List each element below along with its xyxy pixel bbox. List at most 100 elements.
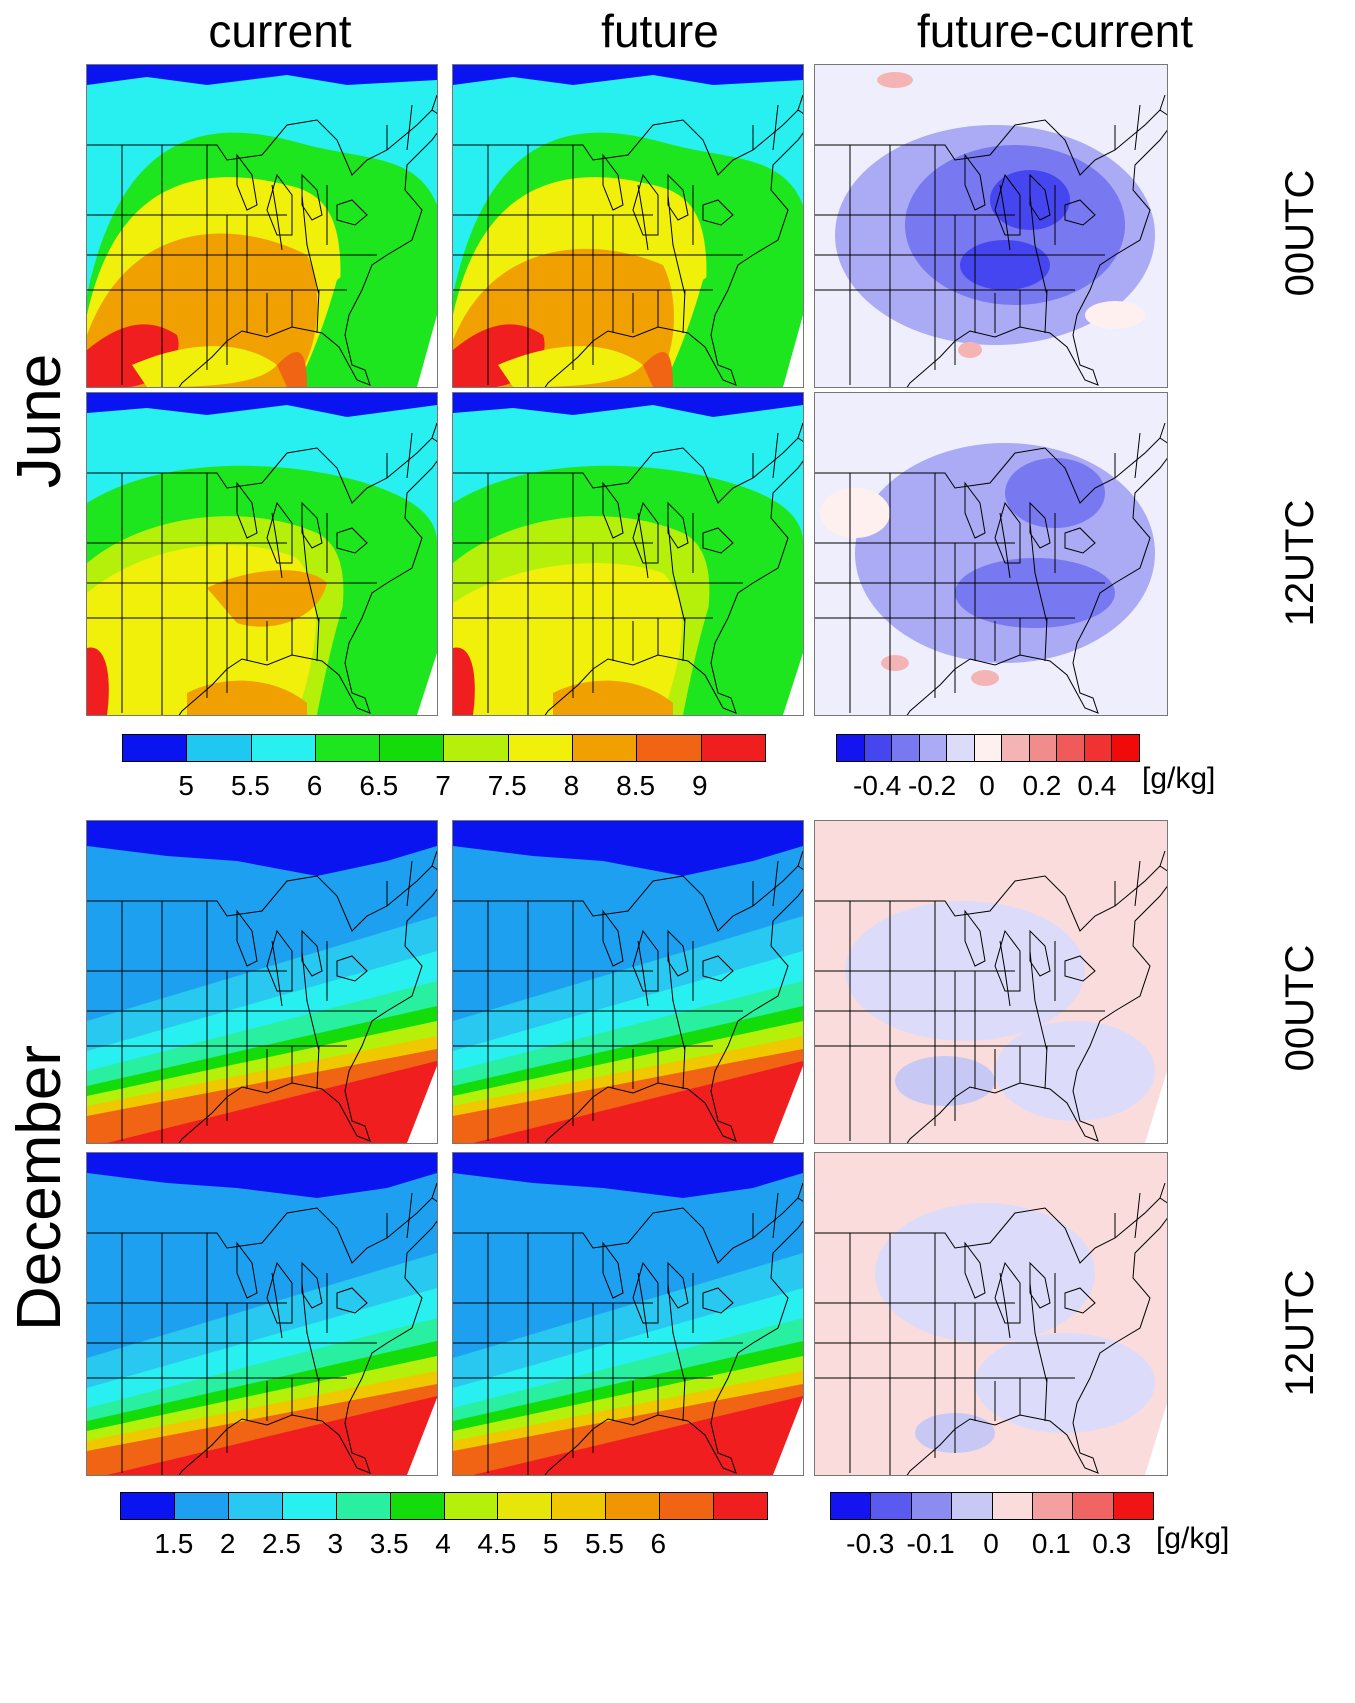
dec_colorbar-swatch <box>444 1493 499 1519</box>
map-december-12utc-current-svg <box>87 1153 437 1475</box>
june_colorbar-swatch <box>251 735 316 761</box>
june_diff_colorbar-swatch <box>1029 735 1058 761</box>
label-june-12utc: 12UTC <box>1278 499 1322 627</box>
dec_colorbar-tick-label: 3.5 <box>369 1528 409 1559</box>
june_colorbar-swatch <box>637 735 702 761</box>
june_colorbar-tick-label: 9 <box>692 770 708 801</box>
dec_diff_colorbar-tick-label: -0.1 <box>906 1528 955 1559</box>
dec_colorbar-tick-label: 5.5 <box>585 1528 624 1559</box>
june_diff_colorbar-tick-label: 0 <box>979 770 995 801</box>
map-december-00utc-current <box>86 820 438 1144</box>
dec_colorbar-swatch <box>282 1493 337 1519</box>
column-title-future-current: future-current <box>916 5 1194 57</box>
dec_diff_colorbar-tick-label: 0.1 <box>1031 1528 1071 1559</box>
dec_colorbar-swatch <box>121 1493 175 1519</box>
map-december-12utc-difference-svg <box>815 1153 1167 1475</box>
dec_diff_colorbar-swatch <box>992 1493 1033 1519</box>
june_colorbar-tick-label: 7 <box>435 770 451 801</box>
map-june-00utc-current-svg <box>87 65 437 387</box>
map-june-12utc-difference-svg <box>815 393 1167 715</box>
map-june-00utc-difference-svg <box>815 65 1167 387</box>
dec_colorbar-tick-label: 2.5 <box>262 1528 301 1559</box>
dec_diff_colorbar-swatch <box>1032 1493 1074 1519</box>
map-december-00utc-future <box>452 820 804 1144</box>
dec_diff_colorbar-swatch <box>1113 1493 1153 1519</box>
map-december-12utc-difference <box>814 1152 1168 1476</box>
dec_colorbar-tick-label: 4.5 <box>477 1528 517 1559</box>
colorbar-december-difference <box>830 1492 1154 1520</box>
june_colorbar-swatch <box>573 735 638 761</box>
map-december-00utc-future-svg <box>453 821 803 1143</box>
map-june-12utc-future <box>452 392 804 716</box>
june_diff_colorbar-swatch <box>837 735 865 761</box>
june_diff_colorbar-swatch <box>1002 735 1030 761</box>
row-title-december: December <box>5 1045 74 1331</box>
map-june-00utc-future-svg <box>453 65 803 387</box>
june_colorbar-tick-label: 5.5 <box>230 770 270 801</box>
colorbar-june-difference <box>836 734 1140 762</box>
label-december-12utc: 12UTC <box>1278 1269 1322 1397</box>
june_colorbar-tick-label: 6 <box>306 770 323 801</box>
june_colorbar-swatch <box>123 735 188 761</box>
june_colorbar-swatch <box>315 735 381 761</box>
dec_diff_colorbar-swatch <box>831 1493 872 1519</box>
dec_colorbar-tick-label: 1.5 <box>154 1528 194 1559</box>
label-june-00utc: 00UTC <box>1278 169 1322 297</box>
dec_colorbar-swatch <box>660 1493 715 1519</box>
june_diff_colorbar-tick-label: -0.2 <box>907 770 957 801</box>
map-june-12utc-future-svg <box>453 393 803 715</box>
dec_colorbar-tick-label: 3 <box>327 1528 344 1559</box>
colorbar-december-mixing-ratio <box>120 1492 768 1520</box>
dec_diff_colorbar-tick-label: 0.3 <box>1092 1528 1132 1559</box>
dec_diff_colorbar-tick-label: -0.3 <box>846 1528 895 1559</box>
dec_diff_colorbar-swatch <box>952 1493 993 1519</box>
map-december-00utc-difference <box>814 820 1168 1144</box>
column-title-future: future <box>601 5 719 57</box>
dec_colorbar-swatch <box>552 1493 607 1519</box>
june_colorbar-tick-label: 7.5 <box>487 770 527 801</box>
june_diff_colorbar-swatch <box>1112 735 1140 761</box>
june_colorbar-tick-label: 5 <box>178 770 194 801</box>
map-june-00utc-difference <box>814 64 1168 388</box>
june_diff_colorbar-tick-label: -0.4 <box>853 770 902 801</box>
june_diff_colorbar-swatch <box>919 735 948 761</box>
dec_diff_colorbar-tick-label: 0 <box>983 1528 999 1559</box>
june_colorbar-swatch <box>444 735 509 761</box>
dec_colorbar-tick-label: 6 <box>650 1528 667 1559</box>
june_diff_colorbar-swatch <box>1084 735 1113 761</box>
dec_colorbar-swatch <box>714 1493 768 1519</box>
june_diff_colorbar-swatch <box>947 735 975 761</box>
june_colorbar-tick-label: 8.5 <box>616 770 656 801</box>
colorbar-june-unit: [g/kg] <box>1142 762 1216 795</box>
dec_colorbar-swatch <box>336 1493 391 1519</box>
june_colorbar-swatch <box>380 735 445 761</box>
june_diff_colorbar-swatch <box>1057 735 1085 761</box>
june_diff_colorbar-tick-label: 0.4 <box>1077 770 1117 801</box>
map-june-12utc-difference <box>814 392 1168 716</box>
map-december-00utc-current-svg <box>87 821 437 1143</box>
map-june-12utc-current <box>86 392 438 716</box>
june_colorbar-swatch <box>187 735 252 761</box>
colorbar-december-unit: [g/kg] <box>1156 1522 1230 1555</box>
dec_colorbar-swatch <box>390 1493 445 1519</box>
map-december-12utc-future-svg <box>453 1153 803 1475</box>
map-december-12utc-future <box>452 1152 804 1476</box>
june_diff_colorbar-swatch <box>864 735 893 761</box>
june_diff_colorbar-swatch <box>974 735 1003 761</box>
column-title-current: current <box>208 5 352 57</box>
dec_colorbar-swatch <box>498 1493 553 1519</box>
june_colorbar-swatch <box>508 735 574 761</box>
dec_colorbar-swatch <box>606 1493 661 1519</box>
map-december-00utc-difference-svg <box>815 821 1167 1143</box>
label-december-00utc: 00UTC <box>1278 944 1322 1072</box>
dec_colorbar-tick-label: 5 <box>542 1528 559 1559</box>
dec_colorbar-swatch <box>174 1493 229 1519</box>
map-december-12utc-current <box>86 1152 438 1476</box>
june_colorbar-tick-label: 8 <box>563 770 580 801</box>
june_colorbar-tick-label: 6.5 <box>359 770 399 801</box>
dec_diff_colorbar-swatch <box>911 1493 953 1519</box>
map-june-00utc-future <box>452 64 804 388</box>
map-june-12utc-current-svg <box>87 393 437 715</box>
colorbar-june-mixing-ratio <box>122 734 766 762</box>
dec_diff_colorbar-swatch <box>1073 1493 1114 1519</box>
